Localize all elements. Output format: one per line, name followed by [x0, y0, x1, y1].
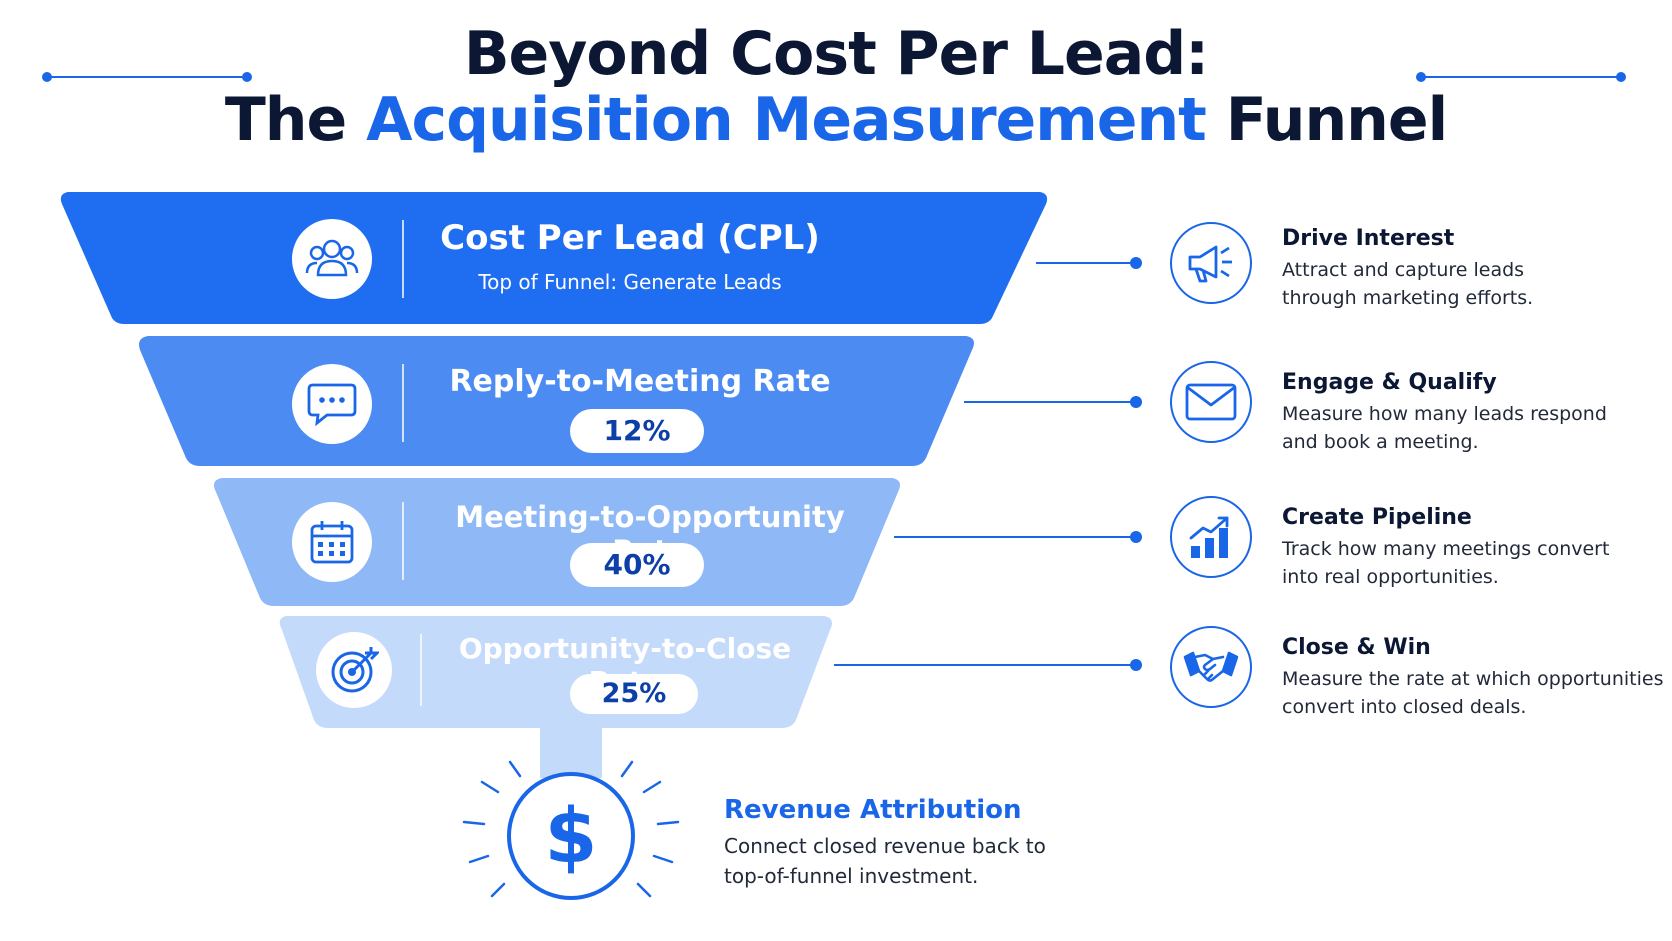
title-deco-dot-right-end: [1616, 72, 1626, 82]
side-step-2-heading: Engage & Qualify: [1282, 370, 1497, 395]
connector-dot-1: [1130, 257, 1142, 269]
revenue-heading: Revenue Attribution: [724, 795, 1022, 825]
revenue-desc-line-2: top-of-funnel investment.: [724, 864, 979, 888]
revenue-circle: [507, 772, 635, 900]
side-step-1-heading: Drive Interest: [1282, 226, 1455, 251]
side-step-4-line-1: Measure the rate at which opportunities: [1282, 668, 1664, 690]
funnel-stage-3-shape: [214, 478, 900, 606]
side-step-3-line-1: Track how many meetings convert: [1282, 538, 1610, 560]
users-icon: [305, 239, 359, 277]
connector-dot-4: [1130, 659, 1142, 671]
side-step-2-badge: [1170, 361, 1252, 443]
funnel-stage-1-shape: [60, 192, 1048, 324]
stage-2-icon-badge: [292, 364, 372, 444]
handshake-icon: [1183, 651, 1239, 682]
side-step-3-badge: [1170, 496, 1252, 578]
stage-4-icon-badge: [316, 632, 392, 708]
stage-1-icon-badge: [292, 219, 372, 299]
megaphone-icon: [1188, 245, 1232, 283]
stage-3-divider: [402, 502, 404, 580]
title-prefix: The: [224, 85, 367, 155]
revenue-sunburst: [462, 760, 680, 898]
side-step-2-line-1: Measure how many leads respond: [1282, 403, 1607, 425]
stage-2-title: Reply-to-Meeting Rate: [449, 364, 831, 399]
side-step-3-line-2: into real opportunities.: [1282, 566, 1499, 588]
stage-4-rate-value: 25%: [570, 674, 698, 714]
dollar-icon: $: [544, 791, 598, 880]
side-step-4-line-2: convert into closed deals.: [1282, 696, 1527, 718]
stage-1-title: Cost Per Lead (CPL): [440, 218, 820, 258]
growth-chart-icon: [1189, 516, 1229, 558]
stage-3-icon-badge: [292, 502, 372, 582]
title-deco-dot-left-end: [242, 72, 252, 82]
side-step-1-badge: [1170, 222, 1252, 304]
title-suffix: Funnel: [1205, 85, 1448, 155]
title-deco-line-left: [46, 76, 246, 78]
side-step-3-heading: Create Pipeline: [1282, 505, 1472, 530]
side-step-4-heading: Close & Win: [1282, 635, 1431, 660]
funnel-stem: [540, 728, 602, 778]
target-icon: [331, 647, 379, 693]
side-step-2-line-2: and book a meeting.: [1282, 431, 1479, 453]
stage-3-rate-value: 40%: [570, 543, 704, 587]
title-deco-line-right: [1420, 76, 1620, 78]
chat-bubble-icon: [307, 383, 357, 427]
funnel-stage-2-shape: [139, 336, 974, 466]
side-step-1-line-2: through marketing efforts.: [1282, 287, 1534, 309]
revenue-desc-line-1: Connect closed revenue back to: [724, 834, 1046, 858]
connector-dot-2: [1130, 396, 1142, 408]
side-step-4-badge: [1170, 626, 1252, 708]
stage-4-divider: [420, 634, 422, 706]
page-title-line-2: The Acquisition Measurement Funnel: [0, 84, 1672, 156]
connector-dot-3: [1130, 531, 1142, 543]
stage-2-rate-value: 12%: [570, 409, 704, 453]
stage-1-divider: [402, 220, 404, 298]
envelope-icon: [1185, 383, 1237, 421]
stage-1-subtitle: Top of Funnel: Generate Leads: [478, 270, 782, 294]
page-title-line-1: Beyond Cost Per Lead:: [463, 19, 1209, 89]
side-step-1-line-1: Attract and capture leads: [1282, 259, 1525, 281]
calendar-icon: [310, 521, 354, 564]
stage-2-divider: [402, 364, 404, 442]
title-highlight: Acquisition Measurement: [366, 85, 1207, 155]
